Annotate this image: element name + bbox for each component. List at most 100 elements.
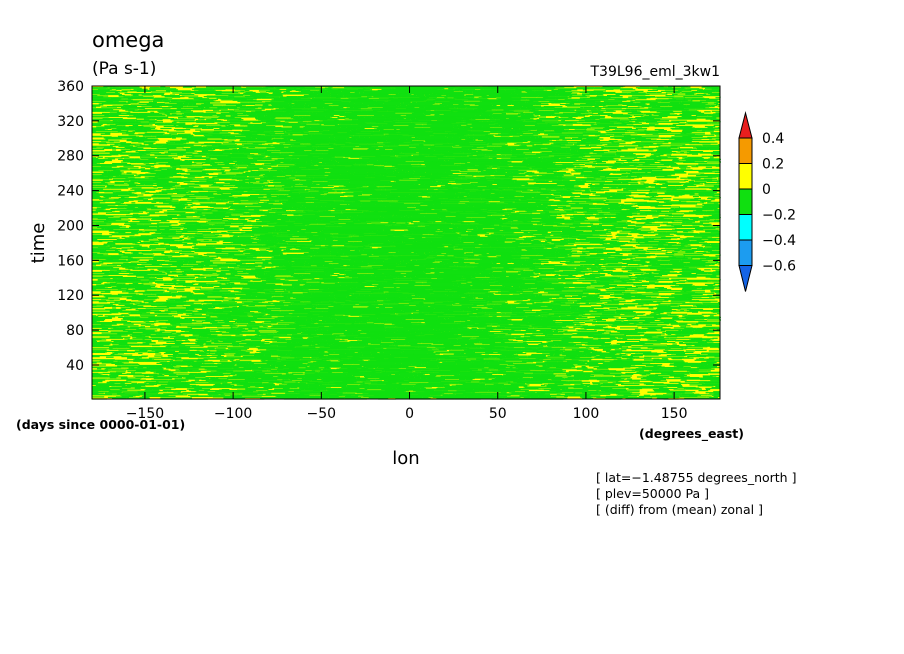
field-streak [121, 356, 139, 358]
field-streak [595, 325, 608, 327]
field-streak [158, 385, 178, 387]
field-streak [390, 371, 396, 373]
field-streak [576, 381, 590, 383]
field-streak [161, 366, 173, 368]
field-streak [107, 396, 117, 398]
field-streak [257, 331, 278, 333]
field-streak [615, 350, 623, 352]
field-streak [222, 366, 239, 368]
field-streak [188, 317, 207, 319]
field-streak [169, 318, 182, 320]
field-streak [137, 391, 148, 393]
field-streak [92, 385, 110, 387]
field-streak [704, 334, 720, 336]
field-streak [191, 381, 210, 383]
field-streak [564, 376, 586, 378]
field-streak [314, 382, 329, 384]
field-streak [135, 377, 144, 379]
field-streak [370, 390, 390, 392]
field-streak [198, 382, 216, 384]
field-streak [179, 325, 191, 327]
field-streak [467, 370, 482, 372]
field-streak [356, 377, 370, 379]
field-streak [582, 374, 591, 376]
field-streak [659, 378, 667, 380]
field-streak [267, 368, 284, 370]
field-streak [222, 383, 236, 385]
field-streak [109, 386, 131, 389]
field-streak [110, 373, 129, 375]
field-streak [639, 317, 644, 319]
field-streak [448, 393, 456, 395]
field-streak [605, 370, 617, 372]
field-streak [320, 384, 342, 386]
field-streak [219, 377, 236, 379]
field-streak [701, 361, 717, 363]
field-streak [411, 391, 429, 393]
field-streak [513, 394, 530, 396]
field-streak [643, 394, 651, 396]
field-streak [167, 366, 182, 368]
field-streak [179, 338, 188, 340]
field-streak [322, 369, 336, 371]
field-streak [126, 373, 142, 375]
field-streak [579, 379, 589, 381]
field-streak [354, 371, 375, 373]
field-streak [162, 344, 181, 346]
field-streak [708, 321, 720, 323]
field-streak [201, 377, 210, 379]
field-streak [684, 381, 699, 383]
field-streak [386, 371, 391, 373]
field-streak [573, 388, 593, 390]
field-streak [627, 320, 639, 322]
field-streak [110, 372, 117, 374]
field-streak [695, 340, 705, 343]
field-streak [466, 382, 479, 384]
field-streak [296, 393, 300, 395]
field-streak [541, 388, 560, 390]
field-streak [385, 327, 390, 329]
field-streak [258, 391, 275, 393]
field-streak [533, 391, 547, 393]
field-streak [300, 327, 310, 329]
field-streak [638, 382, 653, 384]
field-streak [547, 370, 553, 372]
field-streak [345, 352, 360, 355]
field-streak [211, 323, 218, 325]
field-streak [641, 326, 663, 328]
field-streak [279, 386, 291, 389]
field-streak [588, 377, 597, 379]
field-streak [530, 355, 541, 357]
field-streak [189, 372, 198, 374]
field-streak [264, 378, 285, 380]
field-streak [324, 372, 332, 374]
field-streak [126, 397, 146, 399]
field-streak [539, 330, 554, 332]
field-streak [233, 367, 241, 369]
field-streak [416, 377, 421, 379]
field-streak [631, 391, 640, 393]
field-streak [244, 379, 261, 381]
field-streak [413, 375, 428, 377]
field-streak [676, 369, 688, 371]
field-streak [197, 340, 207, 343]
field-streak [365, 367, 378, 369]
plot-area [91, 85, 721, 400]
field-streak [639, 348, 650, 350]
field-streak [158, 373, 178, 375]
field-streak [535, 328, 552, 330]
field-streak [203, 358, 208, 360]
field-streak [620, 327, 639, 329]
field-streak [639, 329, 658, 332]
field-streak [585, 395, 601, 397]
field-streak [279, 384, 295, 386]
field-streak [462, 356, 468, 358]
field-streak [652, 348, 664, 350]
field-streak [646, 375, 652, 378]
field-streak [105, 345, 117, 347]
field-streak [414, 370, 422, 372]
field-streak [589, 360, 606, 362]
field-streak [557, 329, 563, 332]
field-streak [649, 375, 669, 377]
field-streak [117, 354, 133, 356]
